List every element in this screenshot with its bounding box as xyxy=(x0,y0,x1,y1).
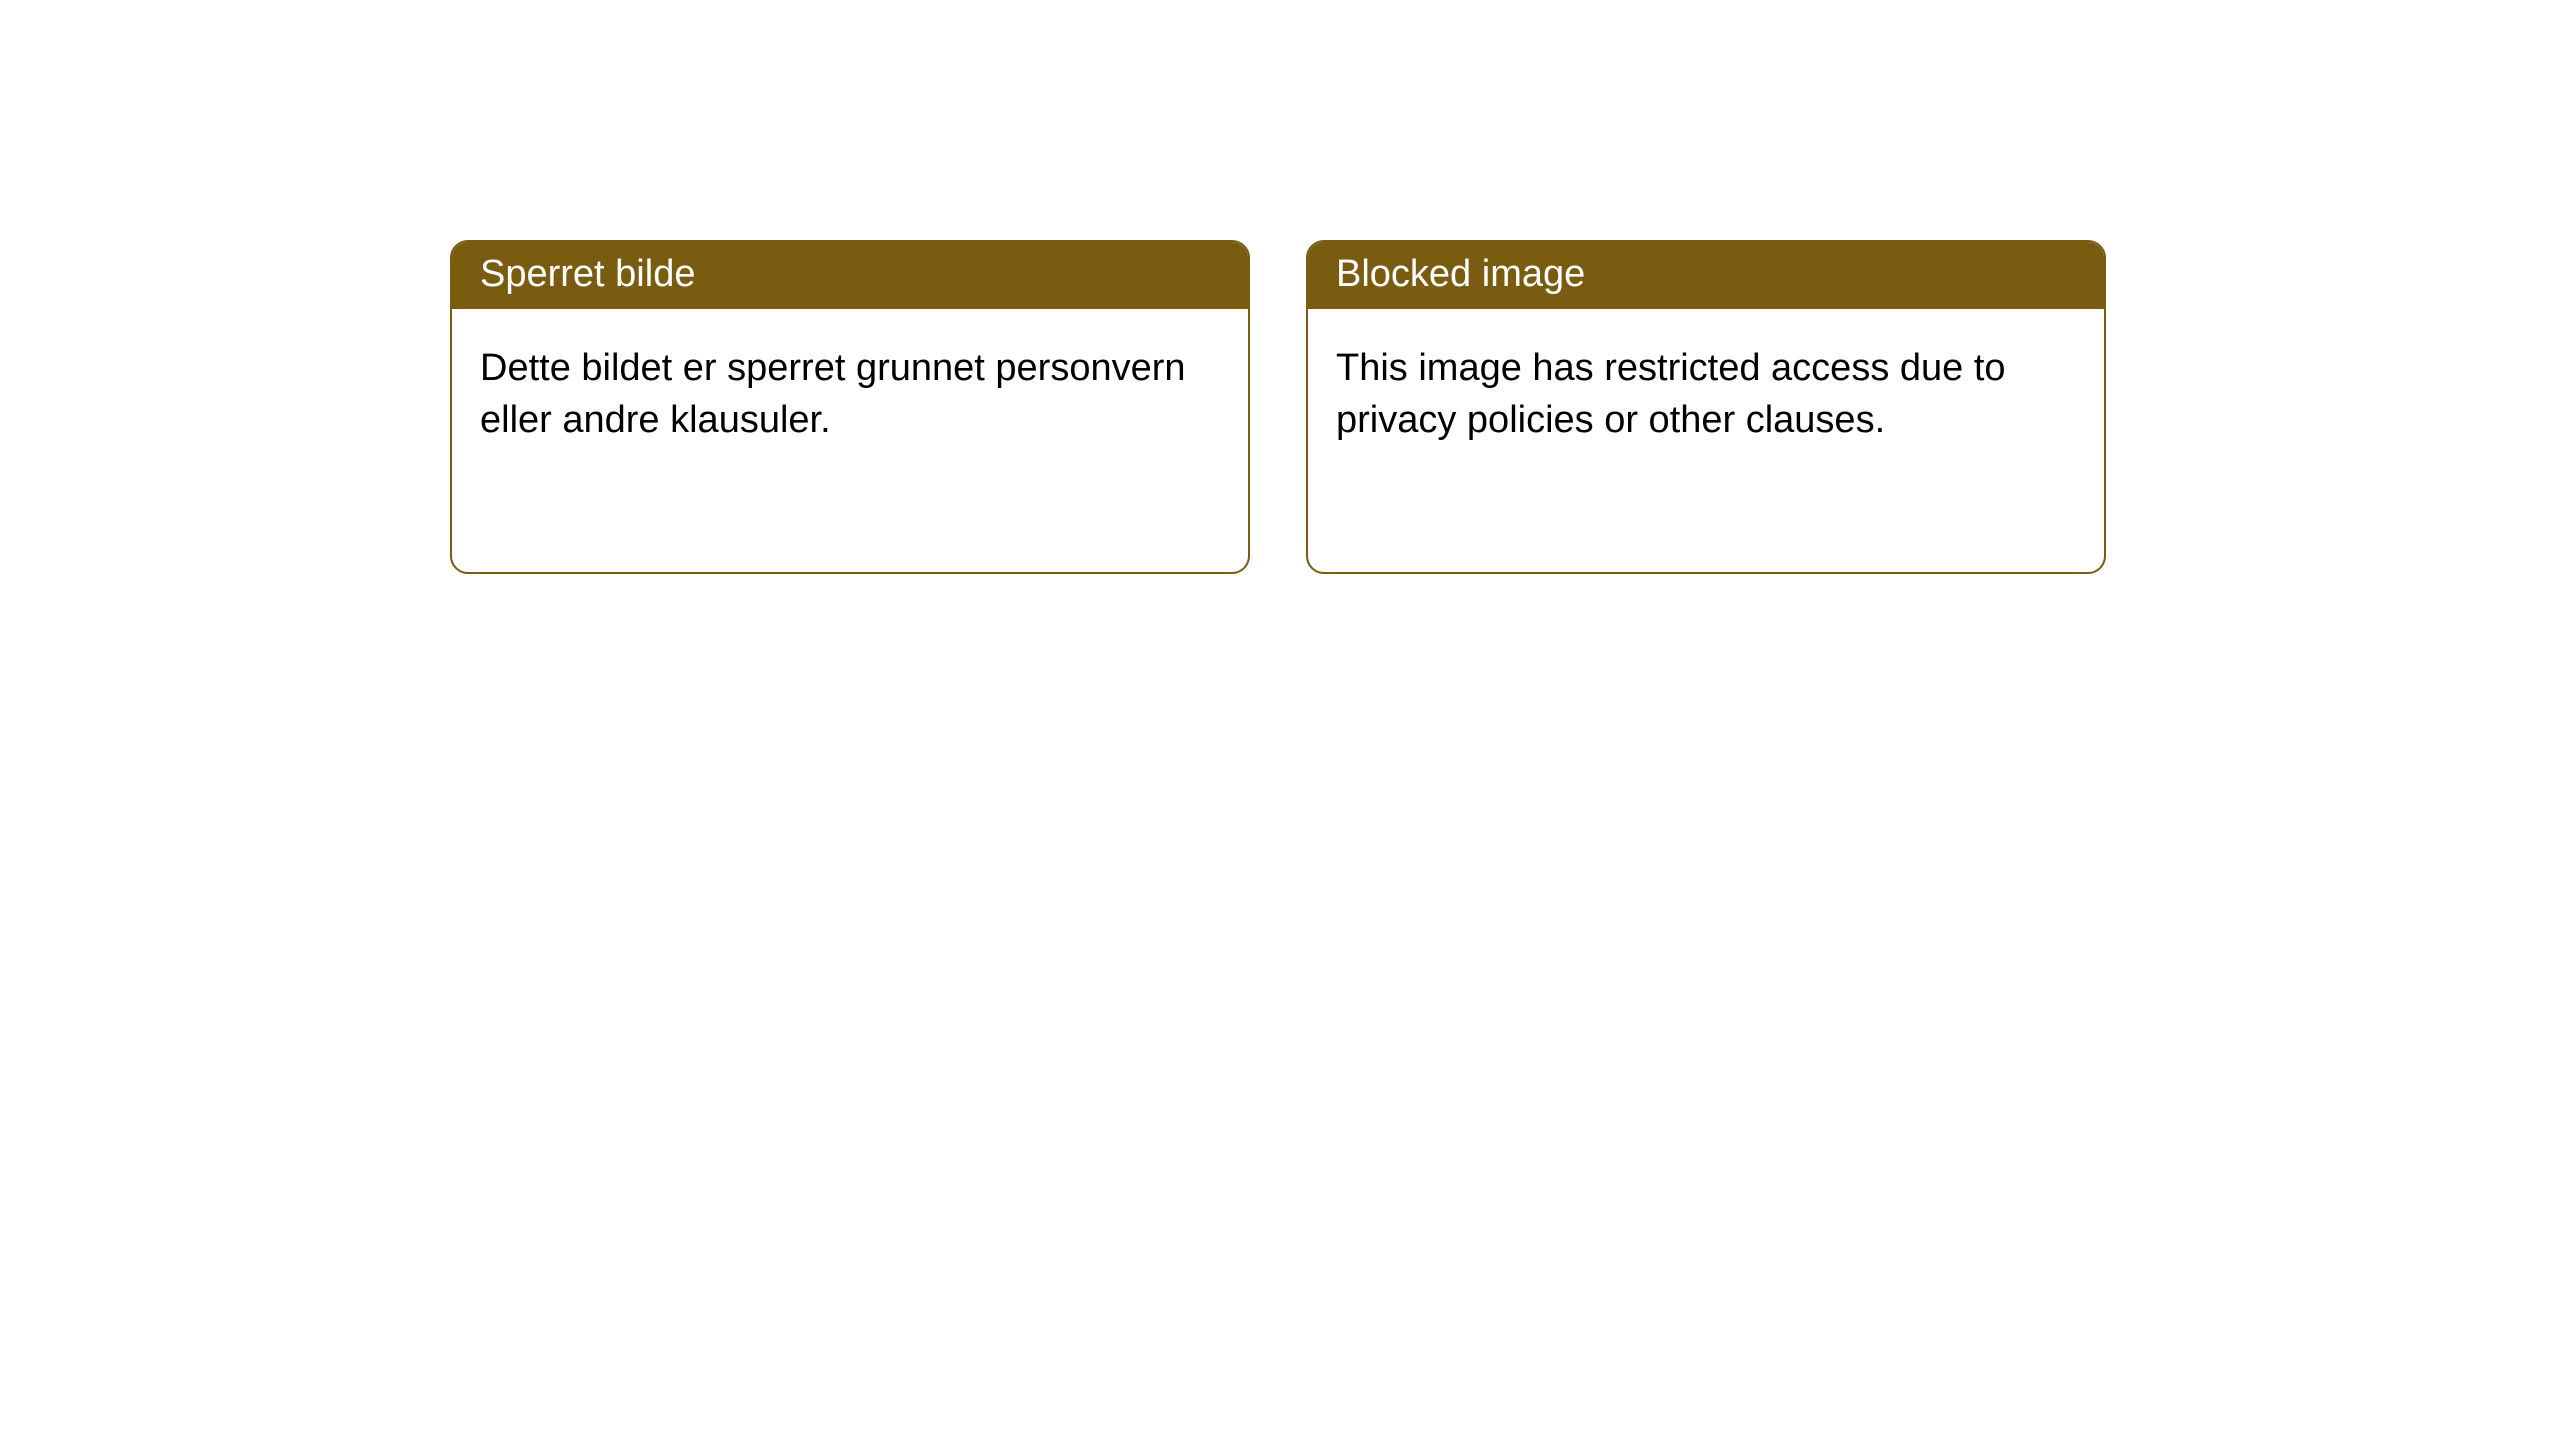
blocked-image-card-no: Sperret bilde Dette bildet er sperret gr… xyxy=(450,240,1250,574)
card-title-no: Sperret bilde xyxy=(452,242,1248,309)
blocked-image-card-en: Blocked image This image has restricted … xyxy=(1306,240,2106,574)
card-body-no: Dette bildet er sperret grunnet personve… xyxy=(452,309,1248,480)
card-title-en: Blocked image xyxy=(1308,242,2104,309)
cards-container: Sperret bilde Dette bildet er sperret gr… xyxy=(0,0,2560,574)
card-body-en: This image has restricted access due to … xyxy=(1308,309,2104,480)
